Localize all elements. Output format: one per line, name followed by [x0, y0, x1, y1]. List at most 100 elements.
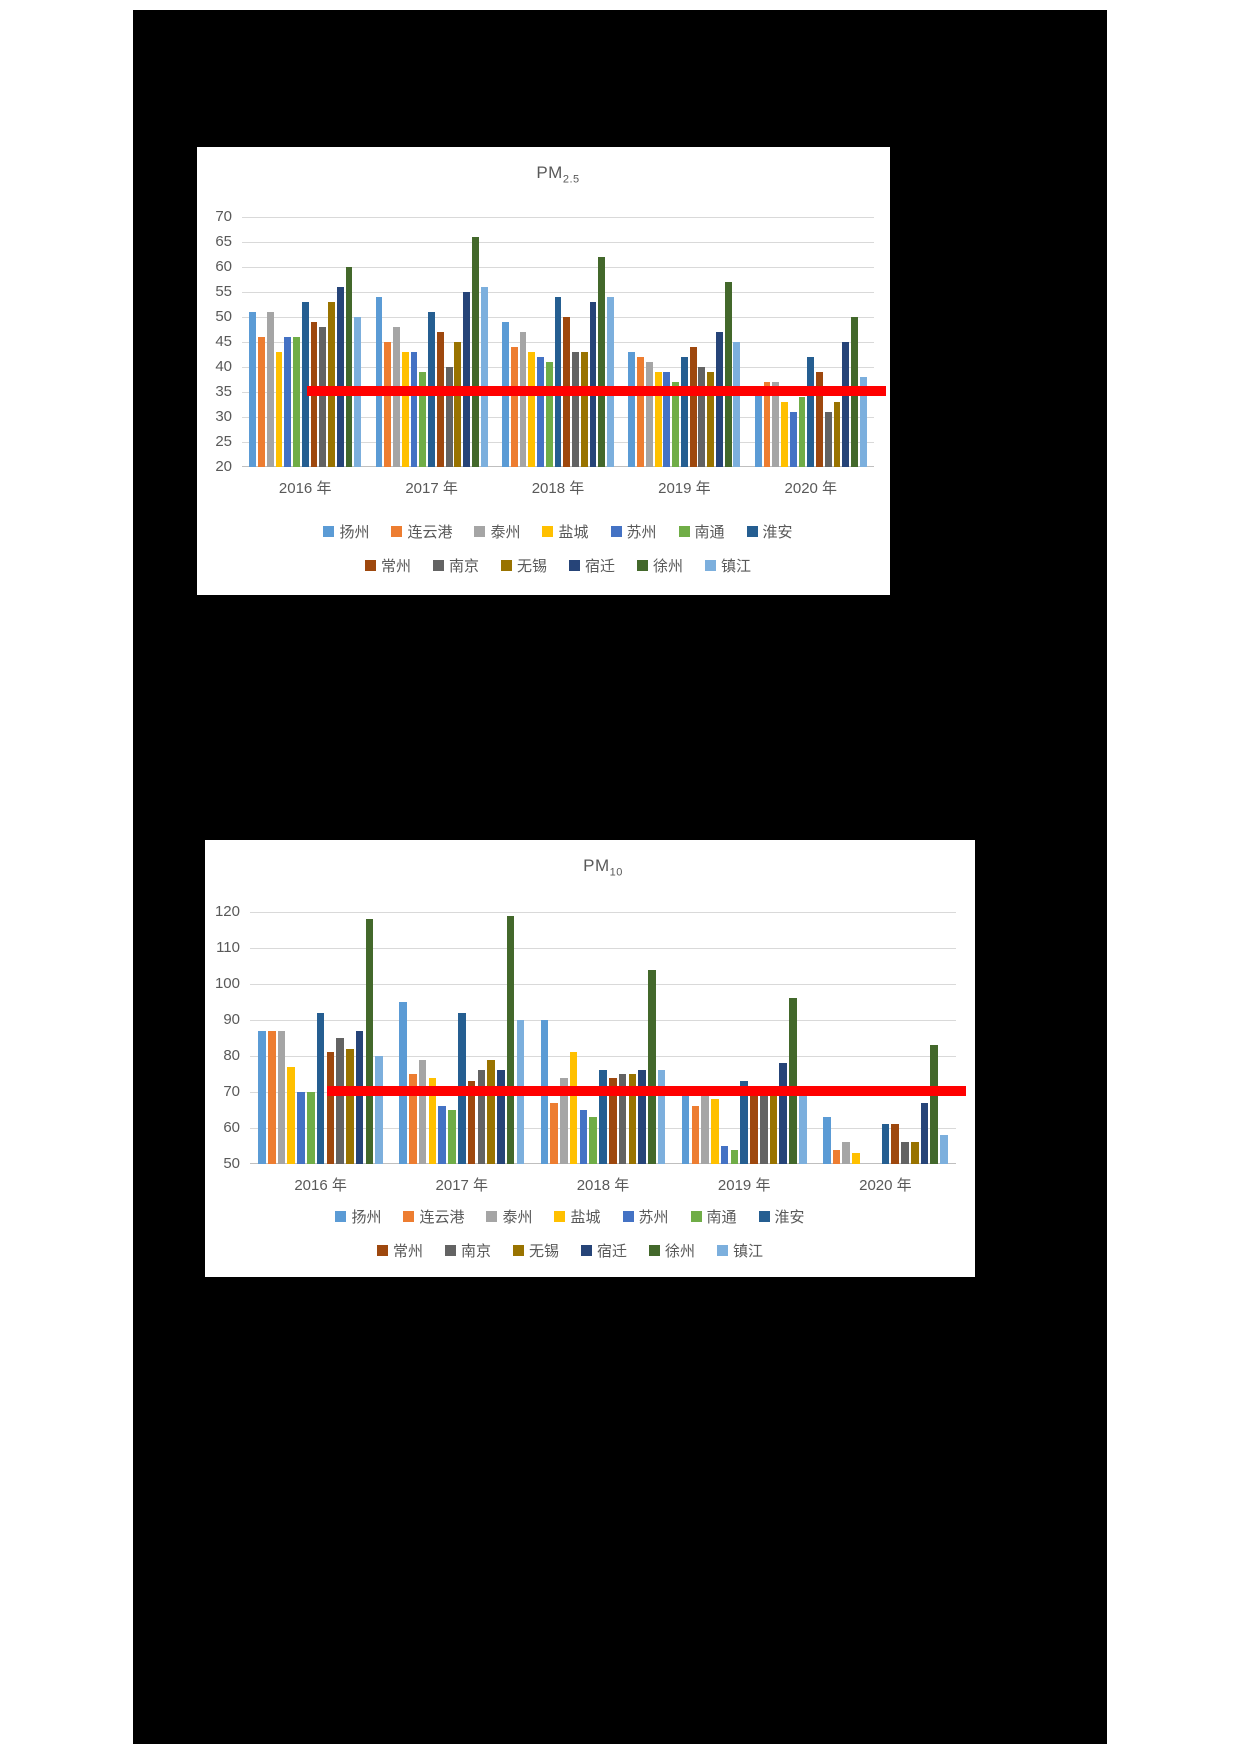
legend-swatch	[649, 1245, 661, 1256]
gridline	[250, 911, 956, 913]
x-axis-tick-label: 2020 年	[859, 1177, 912, 1194]
legend-row: 扬州 连云港 泰州 盐城 苏州 南通 淮安	[230, 1206, 910, 1227]
legend-label: 镇江	[721, 558, 752, 575]
legend-label: 盐城	[558, 524, 589, 541]
bar-镇江-2018年	[657, 1070, 666, 1164]
y-axis-tick-label: 40	[215, 358, 232, 375]
bar-扬州-2019年	[628, 352, 636, 467]
legend-item-连云港: 连云港	[403, 1206, 464, 1227]
chart-title-subscript: 2.5	[562, 173, 580, 186]
x-axis-tick-label: 2018 年	[531, 480, 585, 497]
bar-常州-2019年	[750, 1095, 758, 1164]
legend-swatch	[474, 526, 486, 537]
bar-南通-2018年	[589, 1117, 598, 1164]
bar-淮安-2019年	[680, 357, 688, 467]
bar-无锡-2017年	[454, 342, 462, 467]
legend-row: 常州 南京 无锡 宿迁 徐州 镇江	[242, 555, 874, 576]
bar-徐州-2020年	[930, 1045, 939, 1164]
bar-苏州-2016年	[284, 337, 292, 467]
gridline	[242, 241, 874, 243]
x-axis-tick-label: 2016 年	[294, 1177, 347, 1194]
legend-item-泰州: 泰州	[474, 521, 520, 542]
bar-无锡-2019年	[707, 372, 715, 467]
chart-title-base: PM	[536, 163, 563, 182]
legend-label: 盐城	[570, 1209, 601, 1226]
legend-label: 淮安	[762, 524, 793, 541]
legend-swatch	[486, 1211, 498, 1222]
bar-徐州-2019年	[724, 282, 732, 467]
y-axis-tick-label: 80	[223, 1047, 240, 1064]
y-axis-tick-label: 55	[215, 283, 232, 300]
bar-常州-2018年	[608, 1077, 617, 1164]
legend-item-苏州: 苏州	[610, 521, 657, 542]
bar-宿迁-2016年	[355, 1030, 364, 1164]
bar-徐州-2019年	[789, 998, 797, 1164]
bar-镇江-2018年	[607, 297, 614, 467]
bar-连云港-2018年	[550, 1102, 558, 1164]
bar-南京-2018年	[572, 352, 579, 467]
x-axis-tick-label: 2019 年	[717, 1177, 771, 1194]
x-axis-tick-label: 2017 年	[435, 1177, 489, 1194]
legend-label: 扬州	[351, 1209, 382, 1226]
legend-label: 连云港	[419, 1209, 465, 1226]
bar-南京-2016年	[319, 327, 327, 467]
legend-swatch	[637, 560, 649, 571]
legend-swatch	[705, 560, 717, 571]
legend-item-苏州: 苏州	[622, 1206, 669, 1227]
pm25-standard-reference-line	[307, 386, 886, 396]
bar-南通-2017年	[419, 372, 427, 467]
bar-徐州-2016年	[345, 267, 353, 467]
y-axis-tick-label: 50	[215, 308, 232, 325]
bar-无锡-2016年	[328, 302, 335, 467]
bar-常州-2017年	[467, 1081, 476, 1164]
legend-swatch	[678, 526, 690, 537]
bar-连云港-2019年	[691, 1106, 700, 1164]
legend-item-淮安: 淮安	[758, 1206, 805, 1227]
legend-swatch	[581, 1245, 592, 1256]
bar-徐州-2017年	[506, 915, 515, 1164]
bar-泰州-2020年	[772, 382, 780, 467]
x-axis-tick-label: 2017 年	[405, 480, 458, 497]
bar-宿迁-2020年	[842, 342, 850, 467]
legend-item-淮安: 淮安	[746, 521, 793, 542]
bar-南京-2016年	[336, 1038, 344, 1164]
bar-无锡-2020年	[833, 402, 841, 467]
bar-盐城-2019年	[654, 372, 662, 467]
bar-淮安-2018年	[554, 297, 562, 467]
bar-镇江-2019年	[733, 342, 741, 467]
legend-item-徐州: 徐州	[649, 1240, 695, 1261]
y-axis-tick-label: 25	[215, 433, 232, 450]
bar-盐城-2020年	[852, 1153, 860, 1164]
legend-swatch	[444, 1245, 456, 1256]
legend-item-扬州: 扬州	[335, 1206, 381, 1227]
legend-item-无锡: 无锡	[512, 1240, 559, 1261]
bar-常州-2020年	[891, 1124, 899, 1164]
bar-扬州-2019年	[681, 1092, 690, 1164]
legend-label: 南京	[460, 1243, 491, 1260]
legend-swatch	[554, 1211, 566, 1222]
legend-label: 扬州	[339, 524, 370, 541]
legend-label: 南京	[448, 558, 479, 575]
pm10-chart-title: PM10	[250, 856, 956, 878]
bar-苏州-2017年	[438, 1106, 447, 1164]
bar-南京-2019年	[698, 367, 706, 467]
gridline	[242, 291, 874, 293]
legend-label: 常州	[380, 558, 411, 575]
legend-item-南京: 南京	[444, 1240, 491, 1261]
y-axis-tick-label: 90	[223, 1011, 240, 1028]
legend-row: 常州 南京 无锡 宿迁 徐州 镇江	[230, 1240, 910, 1261]
bar-扬州-2016年	[258, 1030, 266, 1164]
legend-label: 南通	[706, 1209, 737, 1226]
legend-swatch	[364, 560, 376, 571]
legend-item-镇江: 镇江	[717, 1240, 763, 1261]
y-axis-tick-label: 70	[223, 1083, 240, 1100]
pm10-chart-panel: PM10 50 60 70 80 90 100 110 120 2016 年 2017 年 2018…	[205, 840, 975, 1277]
bar-苏州-2020年	[789, 412, 797, 467]
legend-swatch	[376, 1245, 388, 1256]
bar-扬州-2020年	[754, 387, 762, 467]
legend-item-泰州: 泰州	[486, 1206, 532, 1227]
legend-label: 徐州	[665, 1243, 696, 1260]
legend-swatch	[542, 526, 554, 537]
bar-苏州-2017年	[410, 352, 418, 467]
bar-淮安-2020年	[807, 357, 815, 467]
